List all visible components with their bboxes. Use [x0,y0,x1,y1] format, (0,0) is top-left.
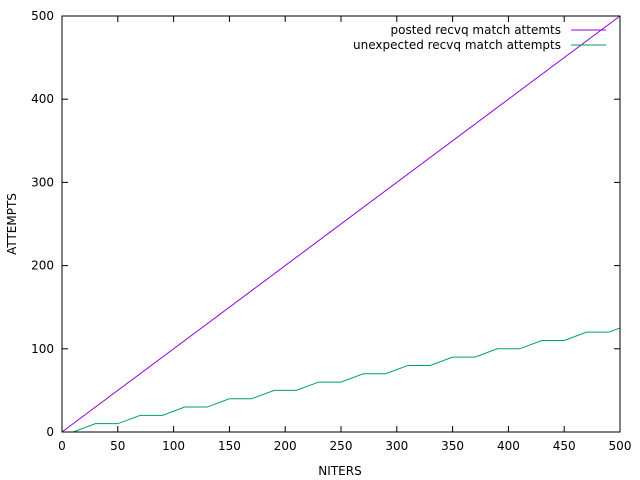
x-tick-label: 100 [162,439,185,453]
x-tick-label: 400 [497,439,520,453]
series-line-1 [62,16,620,432]
y-tick-label: 200 [31,259,54,273]
x-tick-label: 200 [274,439,297,453]
chart-marks [62,16,620,432]
x-tick-label: 350 [441,439,464,453]
y-tick-label: 400 [31,92,54,106]
x-tick-label: 450 [553,439,576,453]
x-tick-label: 150 [218,439,241,453]
legend-label-2: unexpected recvq match attempts [353,38,561,52]
x-tick-label: 0 [58,439,66,453]
y-axis-label: ATTEMPTS [5,193,19,255]
y-tick-label: 100 [31,342,54,356]
legend-label-1: posted recvq match attemts [391,23,561,37]
x-axis-label: NITERS [318,464,361,478]
y-tick-label: 500 [31,9,54,23]
x-tick-label: 250 [330,439,353,453]
y-tick-label: 300 [31,175,54,189]
y-tick-label: 0 [46,425,54,439]
x-tick-label: 300 [385,439,408,453]
x-tick-label: 500 [609,439,632,453]
x-tick-label: 50 [110,439,125,453]
series-line-2 [62,328,620,432]
